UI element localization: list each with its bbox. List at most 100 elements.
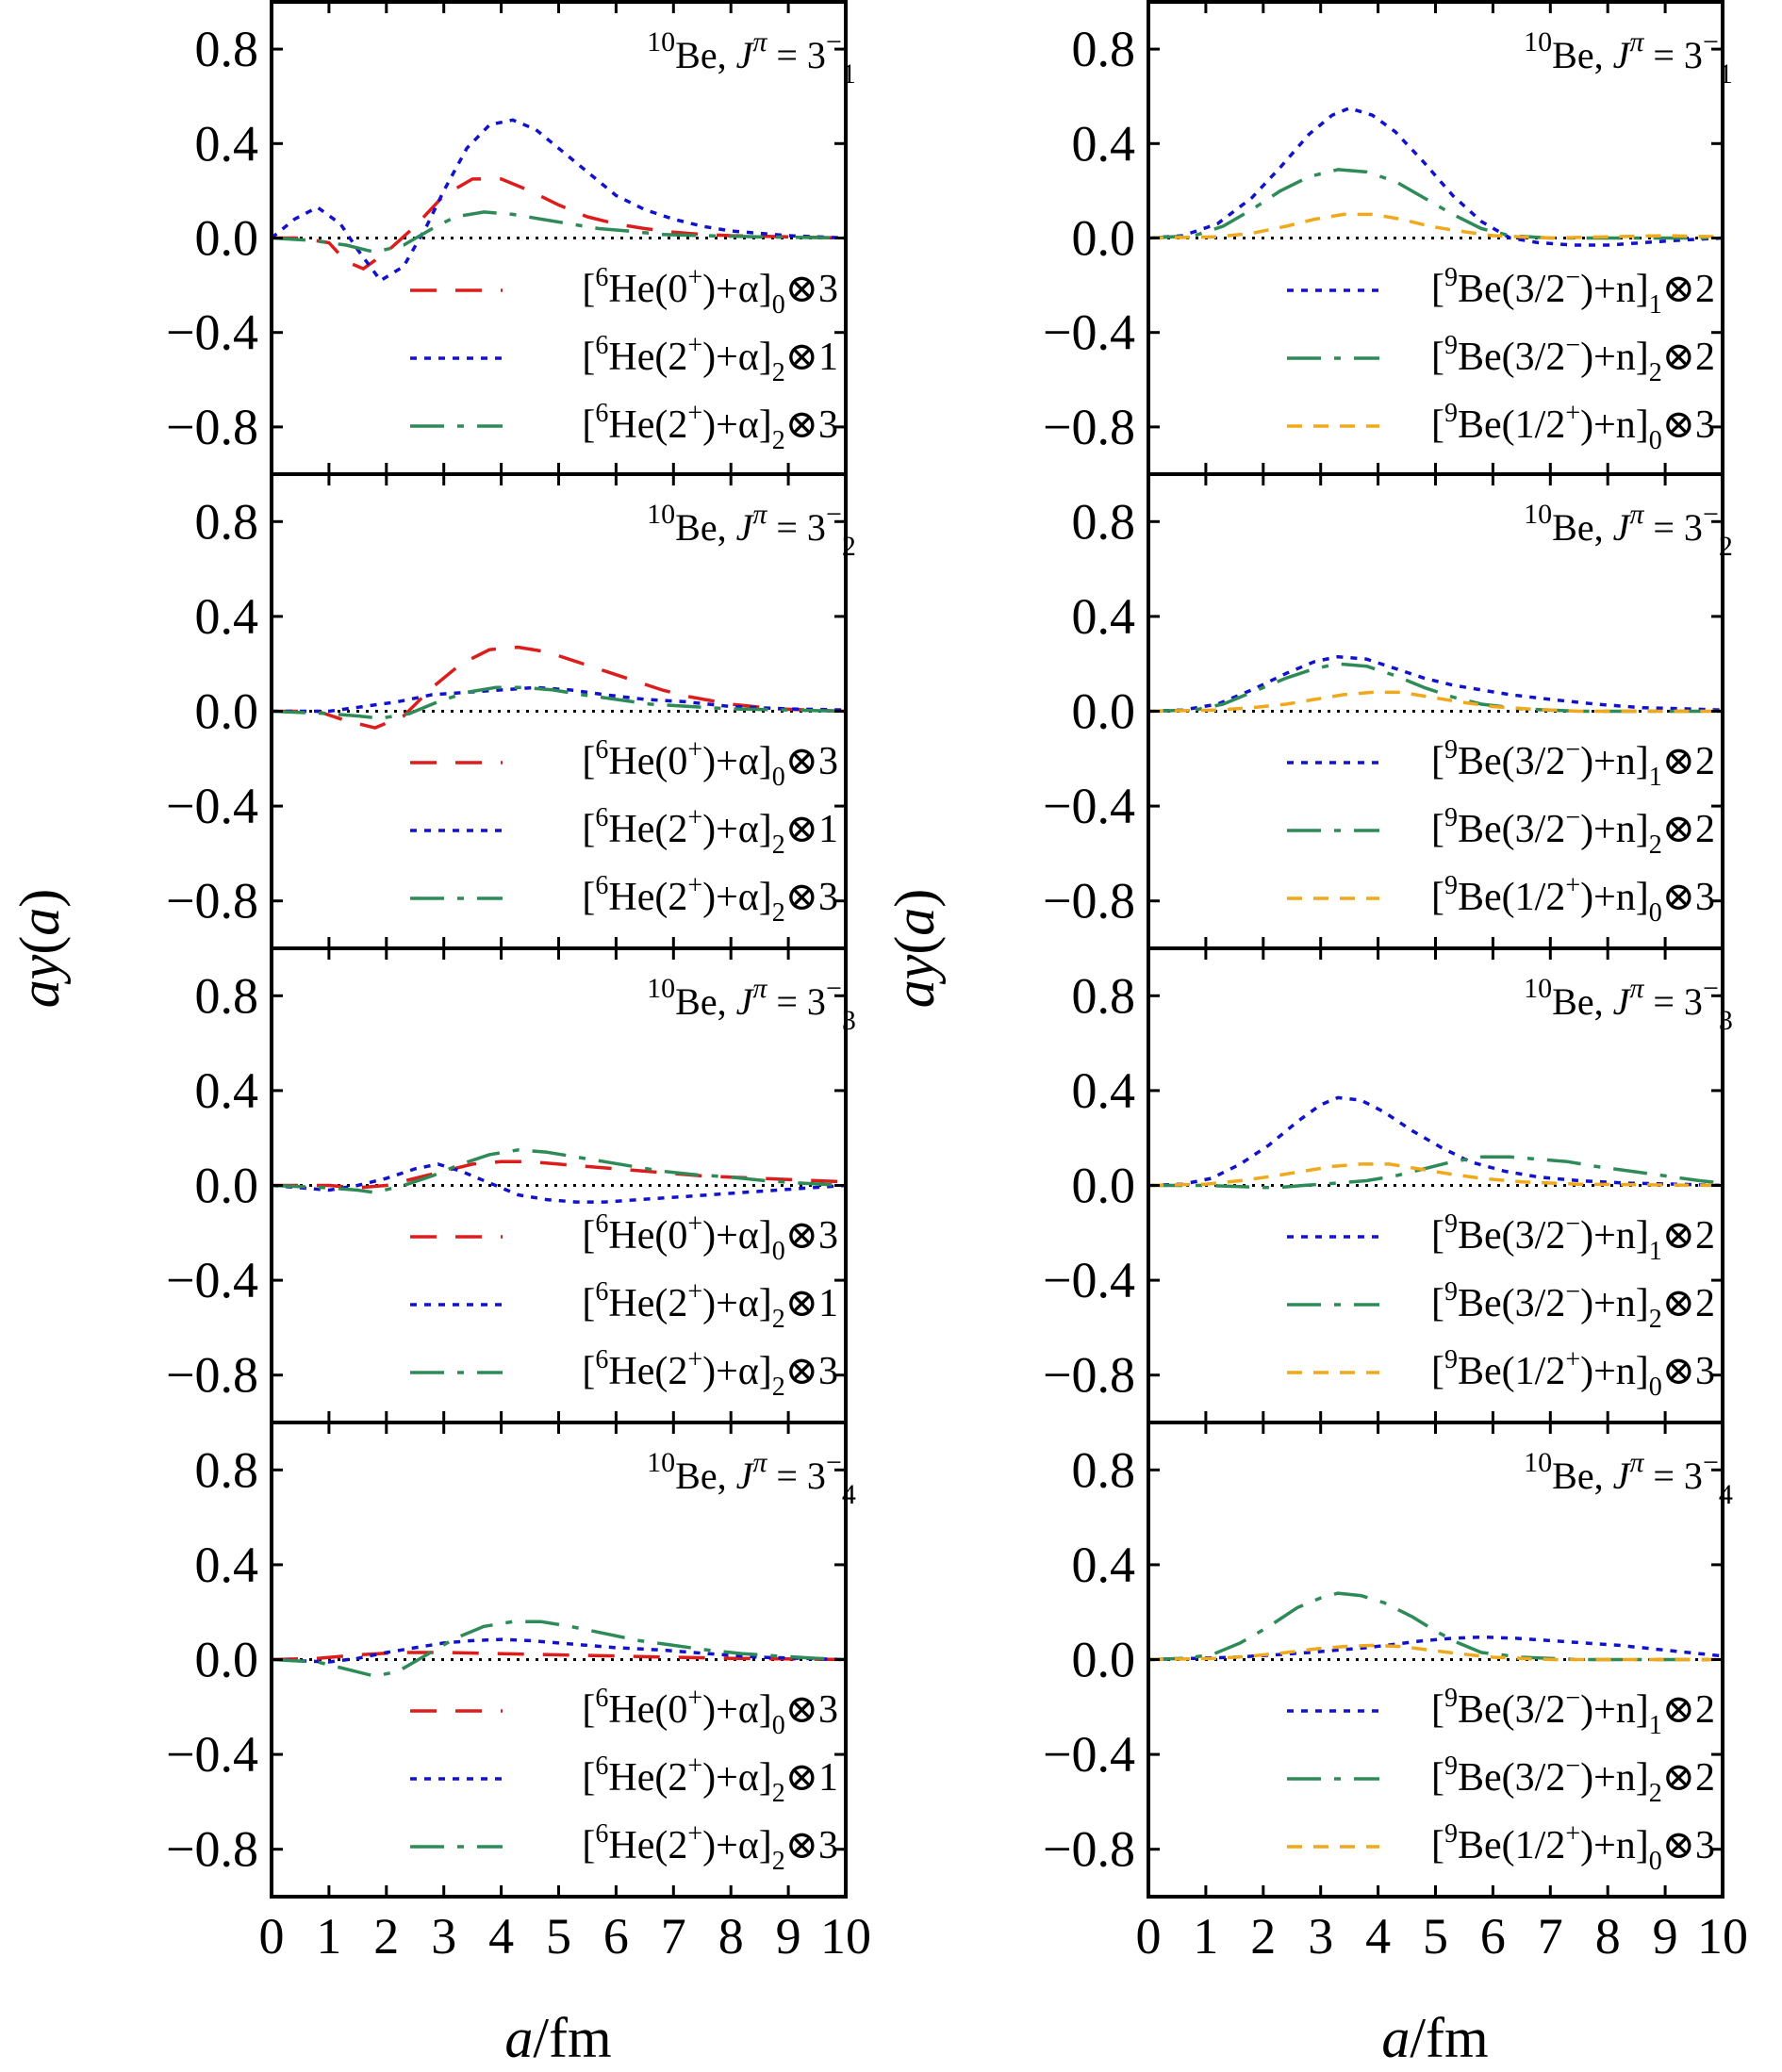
series-line-3	[272, 1620, 846, 1678]
y-tick-label: −0.8	[1043, 1347, 1135, 1404]
legend-label: [9Be(3/2−)+n]1⊗2	[1431, 735, 1715, 792]
panel-title: 10Be, Jπ = 3−2	[1524, 499, 1733, 562]
legend-label: [9Be(3/2−)+n]2⊗2	[1431, 1277, 1715, 1334]
legend-label: [9Be(3/2−)+n]1⊗2	[1431, 1684, 1715, 1740]
legend-label: [6He(0+)+α]0⊗3	[582, 735, 838, 792]
series-line-2	[272, 1637, 846, 1664]
x-axis-title-right: a/fm	[1381, 2007, 1488, 2069]
x-tick-label: 5	[546, 1908, 571, 1965]
y-tick-label: 0.8	[1072, 493, 1136, 550]
panels-layer: 0.8 0.4 0.0 −0.4 −0.8 10Be, Jπ = 3−1 [6He(0+)+…	[166, 0, 1748, 1965]
series-line-2	[272, 118, 846, 283]
panel-c0-r1: 0.8 0.4 0.0 −0.4 −0.8 10Be, Jπ = 3−2 [6He(0+)+…	[166, 472, 856, 950]
panel-title: 10Be, Jπ = 3−4	[647, 1447, 856, 1510]
series-line-1	[272, 645, 846, 730]
x-axis-title-left: a/fm	[504, 2007, 611, 2069]
x-tick-label: 5	[1423, 1908, 1448, 1965]
y-tick-label: 0.4	[195, 1537, 259, 1593]
series-line-2	[1148, 168, 1723, 240]
panel-title: 10Be, Jπ = 3−3	[647, 973, 856, 1036]
y-tick-label: 0.0	[195, 1158, 259, 1214]
y-tick-label: 0.0	[1072, 1158, 1136, 1214]
y-tick-label: −0.4	[166, 304, 258, 361]
y-tick-label: −0.4	[1043, 1252, 1135, 1308]
legend-label: [6He(2+)+α]2⊗1	[582, 1277, 838, 1334]
y-axis-title-left: ay(a)	[8, 889, 71, 1009]
y-tick-label: 0.4	[1072, 1537, 1136, 1593]
legend-label: [9Be(3/2−)+n]2⊗2	[1431, 803, 1715, 860]
panel-frame	[270, 1421, 848, 1899]
series-line-1	[1148, 654, 1723, 714]
x-tick-label: 9	[1653, 1908, 1678, 1965]
legend-label: [6He(2+)+α]2⊗3	[582, 871, 838, 928]
y-tick-label: 0.8	[1072, 1441, 1136, 1498]
series-line-2	[1148, 1591, 1723, 1662]
legend-label: [9Be(1/2+)+n]0⊗3	[1431, 399, 1715, 455]
panel-c0-r3: 0.8 0.4 0.0 −0.4 −0.80 1 2 3 4 5 6 7 8 9 10 10Be, Jπ = …	[166, 1421, 871, 1965]
y-tick-label: 0.4	[195, 1062, 259, 1119]
x-tick-label: 8	[718, 1908, 744, 1965]
x-tick-label: 10	[1697, 1908, 1748, 1965]
legend-label: [6He(2+)+α]2⊗3	[582, 1819, 838, 1876]
y-tick-label: −0.4	[166, 1252, 258, 1308]
y-tick-label: −0.8	[1043, 1821, 1135, 1878]
series-line-3	[272, 685, 846, 720]
y-tick-label: 0.0	[1072, 210, 1136, 267]
legend-label: [9Be(3/2−)+n]1⊗2	[1431, 263, 1715, 320]
x-tick-label: 6	[1480, 1908, 1506, 1965]
y-tick-label: −0.8	[166, 873, 258, 929]
y-tick-label: 0.4	[1072, 115, 1136, 172]
panel-c0-r0: 0.8 0.4 0.0 −0.4 −0.8 10Be, Jπ = 3−1 [6He(0+)+…	[166, 0, 856, 476]
legend-label: [9Be(3/2−)+n]2⊗2	[1431, 1751, 1715, 1808]
panel-title: 10Be, Jπ = 3−4	[1524, 1447, 1733, 1510]
x-tick-label: 10	[820, 1908, 871, 1965]
x-tick-label: 2	[1250, 1908, 1276, 1965]
series-line-1	[1148, 106, 1723, 247]
x-tick-label: 8	[1595, 1908, 1621, 1965]
panel-title: 10Be, Jπ = 3−3	[1524, 973, 1733, 1036]
y-axis-title-right: ay(a)	[883, 889, 946, 1009]
legend-label: [6He(0+)+α]0⊗3	[582, 263, 838, 320]
y-tick-label: 0.0	[1072, 683, 1136, 740]
y-tick-label: 0.8	[1072, 967, 1136, 1024]
series-line-3	[272, 1148, 846, 1194]
legend-label: [6He(2+)+α]2⊗3	[582, 399, 838, 455]
x-tick-label: 0	[1136, 1908, 1162, 1965]
legend-label: [9Be(1/2+)+n]0⊗3	[1431, 1819, 1715, 1876]
legend-label: [6He(2+)+α]2⊗1	[582, 1751, 838, 1808]
legend-label: [6He(0+)+α]0⊗3	[582, 1684, 838, 1740]
y-tick-label: −0.4	[1043, 1726, 1135, 1783]
panel-title: 10Be, Jπ = 3−1	[647, 26, 856, 90]
y-tick-label: −0.4	[1043, 778, 1135, 834]
series-line-2	[1148, 1155, 1723, 1190]
series-line-3	[1148, 690, 1723, 714]
panel-c1-r2: 0.8 0.4 0.0 −0.4 −0.8 10Be, Jπ = 3−3 [9Be(3/2−…	[1043, 946, 1733, 1424]
x-tick-label: 7	[661, 1908, 686, 1965]
y-tick-label: −0.8	[166, 1821, 258, 1878]
legend-label: [9Be(1/2+)+n]0⊗3	[1431, 871, 1715, 928]
x-tick-label: 4	[1365, 1908, 1391, 1965]
series-line-3	[1148, 1643, 1723, 1662]
y-tick-label: 0.0	[1072, 1632, 1136, 1688]
panel-c0-r2: 0.8 0.4 0.0 −0.4 −0.8 10Be, Jπ = 3−3 [6He(0+)+…	[166, 946, 856, 1424]
x-tick-label: 7	[1538, 1908, 1563, 1965]
panel-c1-r0: 0.8 0.4 0.0 −0.4 −0.8 10Be, Jπ = 3−1 [9Be(3/2−…	[1043, 0, 1733, 476]
y-tick-label: 0.4	[1072, 1062, 1136, 1119]
series-line-3	[1148, 212, 1723, 240]
y-tick-label: 0.0	[195, 1632, 259, 1688]
series-line-2	[272, 685, 846, 714]
panel-title: 10Be, Jπ = 3−2	[647, 499, 856, 562]
y-tick-label: 0.8	[195, 1441, 259, 1498]
series-line-3	[272, 210, 846, 255]
legend-label: [6He(2+)+α]2⊗1	[582, 803, 838, 860]
y-tick-label: 0.4	[195, 588, 259, 645]
x-tick-label: 1	[316, 1908, 341, 1965]
y-tick-label: −0.8	[166, 399, 258, 455]
panel-frame	[1147, 1421, 1724, 1899]
y-tick-label: 0.8	[195, 493, 259, 550]
x-tick-label: 2	[373, 1908, 399, 1965]
y-tick-label: 0.0	[195, 210, 259, 267]
y-tick-label: 0.4	[1072, 588, 1136, 645]
y-tick-label: −0.4	[1043, 304, 1135, 361]
